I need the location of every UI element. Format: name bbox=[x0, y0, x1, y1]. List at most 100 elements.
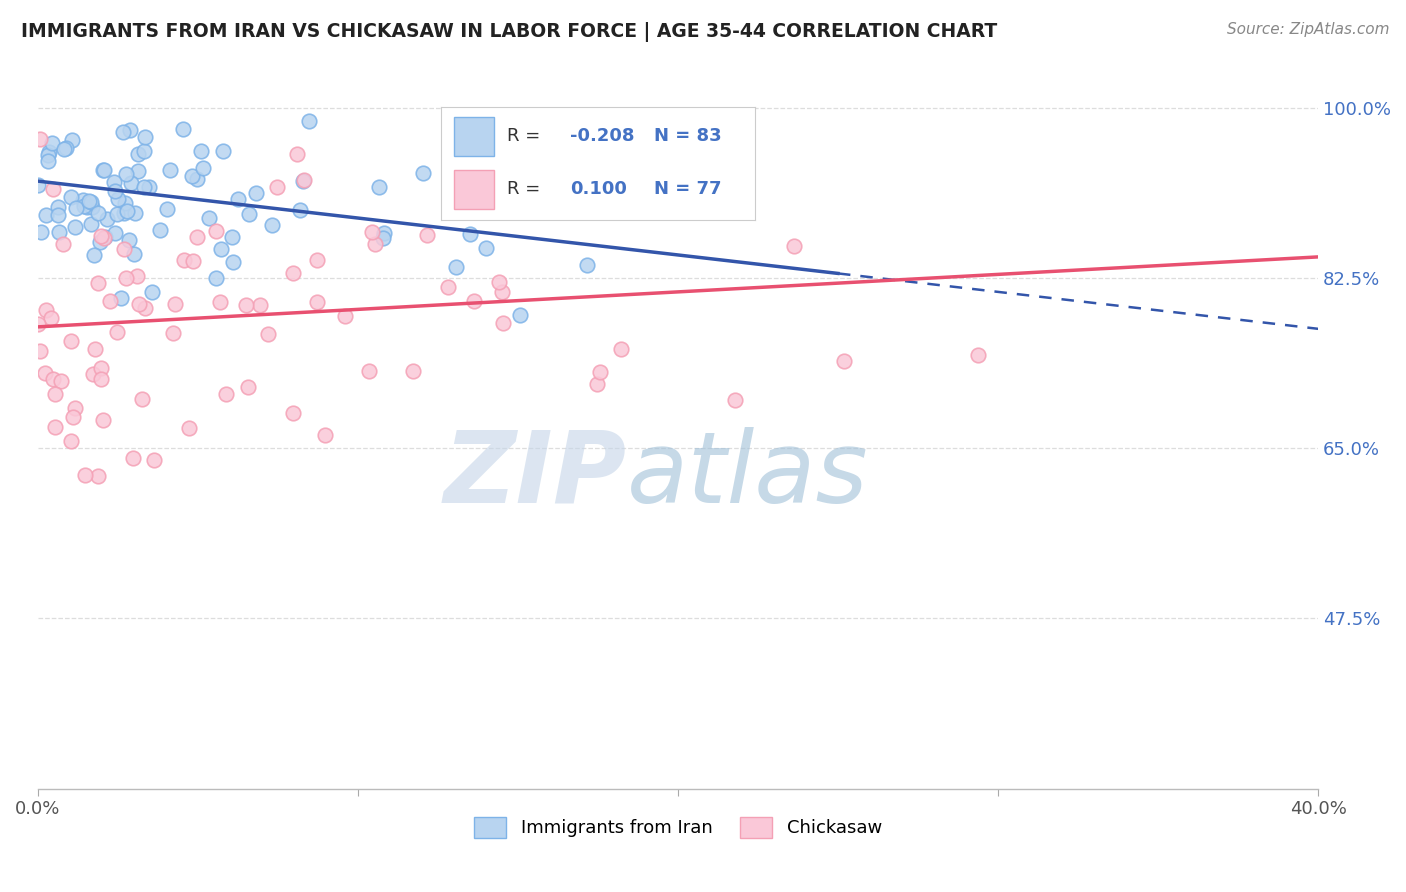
Point bbox=[190, 144, 212, 158]
Point bbox=[44, 420, 66, 434]
Point bbox=[87, 206, 110, 220]
Point bbox=[46, 200, 69, 214]
Point bbox=[93, 163, 115, 178]
Point bbox=[444, 260, 467, 274]
Point bbox=[373, 231, 395, 245]
Point bbox=[103, 175, 125, 189]
Point bbox=[87, 276, 110, 290]
Point bbox=[90, 229, 112, 244]
Point bbox=[80, 200, 103, 214]
Point bbox=[82, 367, 104, 381]
Point bbox=[65, 220, 87, 235]
Point bbox=[191, 161, 214, 176]
Point bbox=[89, 360, 111, 375]
Point bbox=[285, 147, 308, 161]
Point bbox=[105, 325, 128, 339]
Point bbox=[76, 200, 98, 214]
Text: Source: ZipAtlas.com: Source: ZipAtlas.com bbox=[1226, 22, 1389, 37]
Point bbox=[256, 327, 278, 342]
Point bbox=[402, 364, 425, 378]
Point bbox=[127, 163, 149, 178]
Point bbox=[59, 434, 82, 449]
Point bbox=[162, 326, 184, 340]
Point bbox=[281, 406, 304, 420]
Point bbox=[110, 291, 132, 305]
Point bbox=[27, 178, 49, 193]
Point bbox=[492, 317, 515, 331]
Point bbox=[44, 387, 66, 401]
Point bbox=[141, 285, 163, 299]
Point bbox=[173, 253, 195, 268]
Point bbox=[90, 371, 112, 385]
Point bbox=[75, 468, 97, 483]
Point bbox=[416, 228, 439, 243]
Point bbox=[159, 163, 181, 178]
Point bbox=[226, 192, 249, 206]
Point bbox=[576, 258, 599, 272]
Point bbox=[509, 308, 531, 322]
Point bbox=[222, 255, 245, 269]
Point bbox=[87, 468, 110, 483]
Point bbox=[49, 374, 72, 388]
Point bbox=[112, 206, 135, 220]
Point bbox=[143, 453, 166, 467]
Point bbox=[84, 342, 107, 356]
Point bbox=[37, 148, 59, 162]
Point bbox=[335, 310, 357, 324]
Point bbox=[96, 211, 118, 226]
Point bbox=[186, 230, 208, 244]
Point bbox=[314, 428, 336, 442]
Point bbox=[610, 342, 633, 356]
Point bbox=[91, 413, 114, 427]
Point bbox=[134, 129, 156, 144]
Point bbox=[245, 186, 267, 200]
Point bbox=[80, 195, 103, 210]
Point bbox=[238, 207, 260, 221]
Point bbox=[363, 236, 385, 251]
Point bbox=[463, 293, 485, 308]
Point bbox=[574, 177, 596, 191]
Point bbox=[134, 145, 156, 159]
Point bbox=[832, 353, 855, 368]
Point bbox=[127, 147, 149, 161]
Point bbox=[52, 237, 75, 252]
Point bbox=[138, 180, 160, 194]
Point bbox=[122, 450, 145, 465]
Point bbox=[62, 409, 84, 424]
Point bbox=[89, 235, 111, 249]
Point bbox=[124, 206, 146, 220]
Point bbox=[368, 179, 391, 194]
Point bbox=[212, 144, 235, 158]
Point bbox=[177, 420, 200, 434]
Point bbox=[186, 172, 208, 186]
Point bbox=[488, 275, 510, 289]
Text: IMMIGRANTS FROM IRAN VS CHICKASAW IN LABOR FORCE | AGE 35-44 CORRELATION CHART: IMMIGRANTS FROM IRAN VS CHICKASAW IN LAB… bbox=[21, 22, 997, 42]
Point bbox=[28, 132, 51, 146]
Point bbox=[292, 172, 315, 186]
Point bbox=[107, 192, 129, 206]
Point bbox=[104, 226, 127, 240]
Point bbox=[305, 295, 328, 310]
Point bbox=[373, 226, 395, 240]
Point bbox=[181, 169, 204, 183]
Point bbox=[204, 224, 226, 238]
Point bbox=[586, 376, 609, 391]
Point bbox=[117, 233, 139, 247]
Point bbox=[118, 123, 141, 137]
Point bbox=[491, 285, 513, 299]
Point bbox=[28, 343, 51, 358]
Point bbox=[693, 195, 716, 210]
Point bbox=[114, 271, 136, 285]
Point bbox=[65, 201, 87, 215]
Point bbox=[59, 334, 82, 348]
Point bbox=[288, 203, 311, 218]
Point bbox=[266, 179, 288, 194]
Point bbox=[198, 211, 221, 225]
Point bbox=[34, 366, 56, 380]
Point bbox=[37, 153, 59, 168]
Point bbox=[39, 311, 62, 326]
Point bbox=[38, 145, 60, 160]
Point bbox=[249, 298, 271, 312]
Point bbox=[172, 121, 194, 136]
Point bbox=[98, 294, 121, 309]
